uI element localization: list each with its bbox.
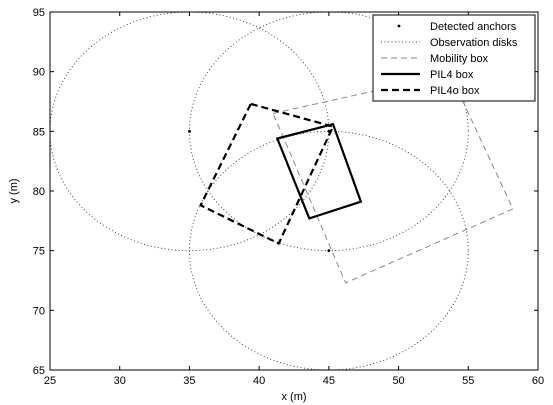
legend-box <box>372 14 536 102</box>
y-axis-label: y (m) <box>8 178 20 203</box>
y-tick-label: 90 <box>33 67 45 79</box>
x-tick-label: 45 <box>323 375 335 387</box>
x-tick-label: 40 <box>253 375 265 387</box>
y-tick-label: 80 <box>33 186 45 198</box>
y-tick-label: 70 <box>33 305 45 317</box>
y-tick-label: 75 <box>33 246 45 258</box>
y-tick-label: 65 <box>33 365 45 377</box>
x-tick-label: 50 <box>392 375 404 387</box>
x-tick-label: 35 <box>183 375 195 387</box>
detected-anchor <box>327 249 331 253</box>
legend-label-pil4: PIL4 box <box>430 69 474 81</box>
x-tick-label: 55 <box>462 375 474 387</box>
x-tick-label: 60 <box>532 375 544 387</box>
legend-anchor-marker <box>397 24 401 28</box>
legend-label-mobility: Mobility box <box>430 53 489 65</box>
detected-anchor <box>327 129 331 133</box>
legend-label-anchors: Detected anchors <box>430 21 517 33</box>
x-tick-label: 30 <box>114 375 126 387</box>
legend-label-disks: Observation disks <box>430 37 518 49</box>
x-axis-label: x (m) <box>281 391 306 403</box>
pil4o-box <box>199 102 335 245</box>
x-tick-label: 25 <box>44 375 56 387</box>
plot-frame <box>49 11 539 371</box>
observation-disk <box>188 130 469 370</box>
y-tick-label: 95 <box>33 7 45 19</box>
pil4-box <box>275 122 363 220</box>
legend: Detected anchors Observation disks Mobil… <box>372 14 536 102</box>
detected-anchor <box>188 129 191 133</box>
y-tick-label: 85 <box>33 126 45 138</box>
legend-label-pil4o: PIL4o box <box>430 85 480 97</box>
